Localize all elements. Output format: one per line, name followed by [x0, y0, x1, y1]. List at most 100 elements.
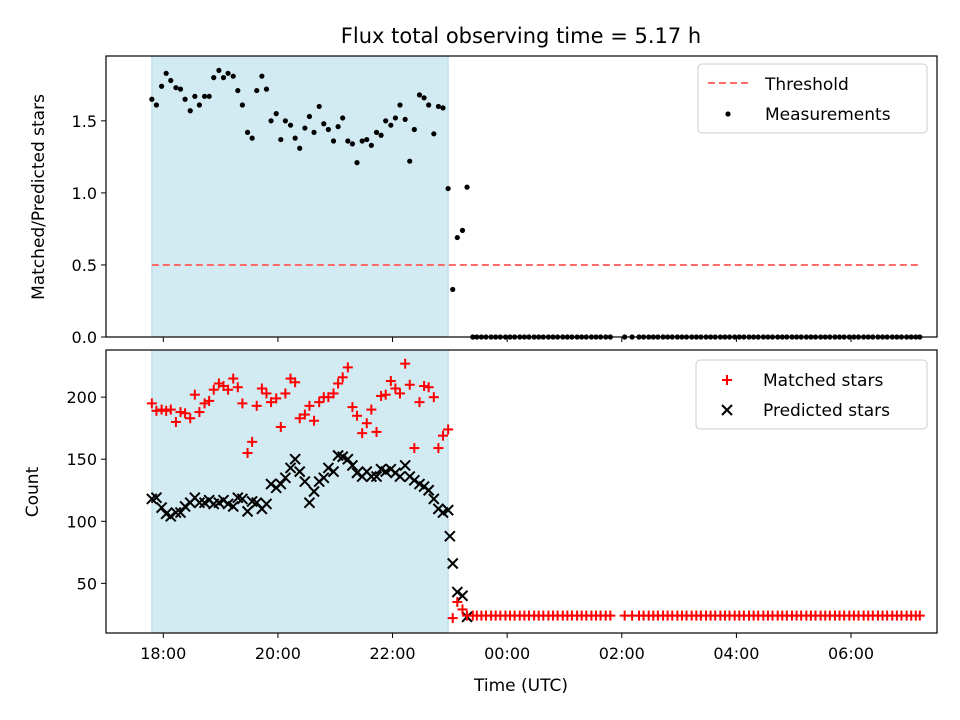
predicted-star-point [447, 557, 459, 570]
counts-axes-frame [105, 349, 938, 634]
predicted-star-point [444, 530, 456, 542]
predicted-star-point [308, 485, 320, 498]
matched-star-point [357, 428, 368, 439]
matched-star-point [314, 397, 325, 408]
predicted-star-point [227, 500, 239, 513]
ratio-legend: Threshold Measurements [697, 63, 928, 134]
matched-star-point [237, 398, 248, 409]
matched-star-point [352, 410, 363, 421]
measurement-point [230, 73, 236, 79]
predicted-star-point [327, 465, 340, 478]
measurement-point [383, 118, 389, 124]
matched-star-point [294, 413, 305, 424]
measurement-point [349, 141, 356, 147]
measurement-point [407, 158, 413, 164]
measurement-point [149, 96, 155, 102]
matched-star-point [337, 372, 348, 383]
legend-measurements-label: Measurements [765, 105, 891, 125]
measurement-point [397, 102, 403, 108]
matched-star-point [170, 416, 181, 427]
measurement-point [311, 129, 317, 135]
matched-star-point [146, 398, 157, 409]
legend-matched-label: Matched stars [763, 371, 883, 391]
measurement-point [454, 234, 460, 241]
legend-threshold-label: Threshold [764, 75, 849, 95]
matched-star-point [304, 400, 315, 411]
measurement-point [273, 111, 279, 117]
matched-star-point [151, 405, 162, 416]
measurement-point [340, 115, 346, 121]
ratio-y-axis-label: Matched/Predicted stars [29, 94, 49, 300]
matched-star-point [443, 424, 454, 435]
measurement-point [292, 135, 298, 141]
measurement-point [201, 93, 208, 99]
x-tick-label: 02:00 [599, 644, 645, 663]
predicted-star-point [303, 496, 316, 509]
measurement-point [254, 87, 260, 94]
matched-star-point [433, 443, 444, 454]
matched-star-point [271, 393, 282, 404]
ratio-axes-frame [105, 55, 938, 338]
predicted-star-point [456, 590, 469, 602]
measurement-point [368, 142, 374, 148]
measurement-point [364, 136, 370, 143]
measurement-point [450, 286, 456, 293]
measurement-point [278, 136, 284, 143]
predicted-star-point [260, 498, 273, 510]
measurement-point [249, 135, 255, 141]
matched-star-point [333, 378, 344, 389]
measurement-point [216, 67, 222, 74]
x-tick-label: 04:00 [713, 644, 759, 663]
measurement-point [268, 118, 274, 124]
ratio-panel: 0.0 0.5 1.0 1.5 Matched/Predicted stars Thr… [29, 55, 938, 347]
legend-box [697, 63, 928, 134]
matched-star-point [228, 373, 239, 384]
predicted-star-point [394, 470, 406, 483]
measurement-point [177, 86, 184, 92]
measurement-point [388, 122, 394, 128]
matched-star-point [914, 610, 925, 621]
x-tick-label: 20:00 [255, 644, 301, 663]
matched-star-point [280, 388, 291, 399]
matched-star-point [165, 404, 176, 415]
measurement-point [187, 108, 193, 114]
y-tick-label: 100 [66, 512, 97, 531]
measurement-point [306, 113, 313, 120]
measurement-point [373, 129, 380, 135]
predicted-star-point [294, 465, 306, 478]
measurement-point [263, 86, 270, 92]
measurement-point [335, 124, 341, 130]
predicted-star-point [442, 504, 454, 516]
legend-measurements-swatch [725, 111, 731, 117]
predicted-star-point [150, 491, 163, 504]
matched-star-point [299, 409, 310, 420]
matched-star-point [452, 596, 463, 607]
y-tick-label: 0.0 [72, 328, 97, 347]
measurement-point [158, 83, 165, 89]
matched-star-point [290, 377, 301, 388]
chart-title: Flux total observing time = 5.17 h [341, 24, 701, 48]
matched-star-point [256, 383, 267, 394]
measurement-point [378, 132, 384, 138]
ratio-x-ticks [162, 337, 852, 342]
matched-star-point [447, 613, 458, 624]
predicted-star-point [289, 453, 301, 465]
counts-panel: 50 100 150 200 18:00 20:00 22:00 00:00 02:00 04:… [23, 349, 938, 696]
counts-legend: Matched stars Predicted stars [695, 359, 928, 430]
measurement-point [287, 122, 294, 128]
matched-star-point [400, 358, 411, 369]
measurement-point [316, 103, 322, 110]
matched-star-point [419, 380, 430, 391]
ratio-y-ticks: 0.0 0.5 1.0 1.5 [72, 112, 106, 347]
measurement-point [411, 126, 417, 133]
predicted-star-point [265, 478, 277, 490]
predicted-star-point [165, 510, 177, 523]
matched-star-point [247, 436, 258, 447]
matched-star-point [428, 392, 439, 403]
predicted-star-point [408, 474, 421, 487]
matched-star-point [175, 407, 186, 418]
y-tick-label: 200 [66, 388, 97, 407]
measurement-point [192, 93, 198, 99]
predicted-star-point [155, 501, 168, 514]
